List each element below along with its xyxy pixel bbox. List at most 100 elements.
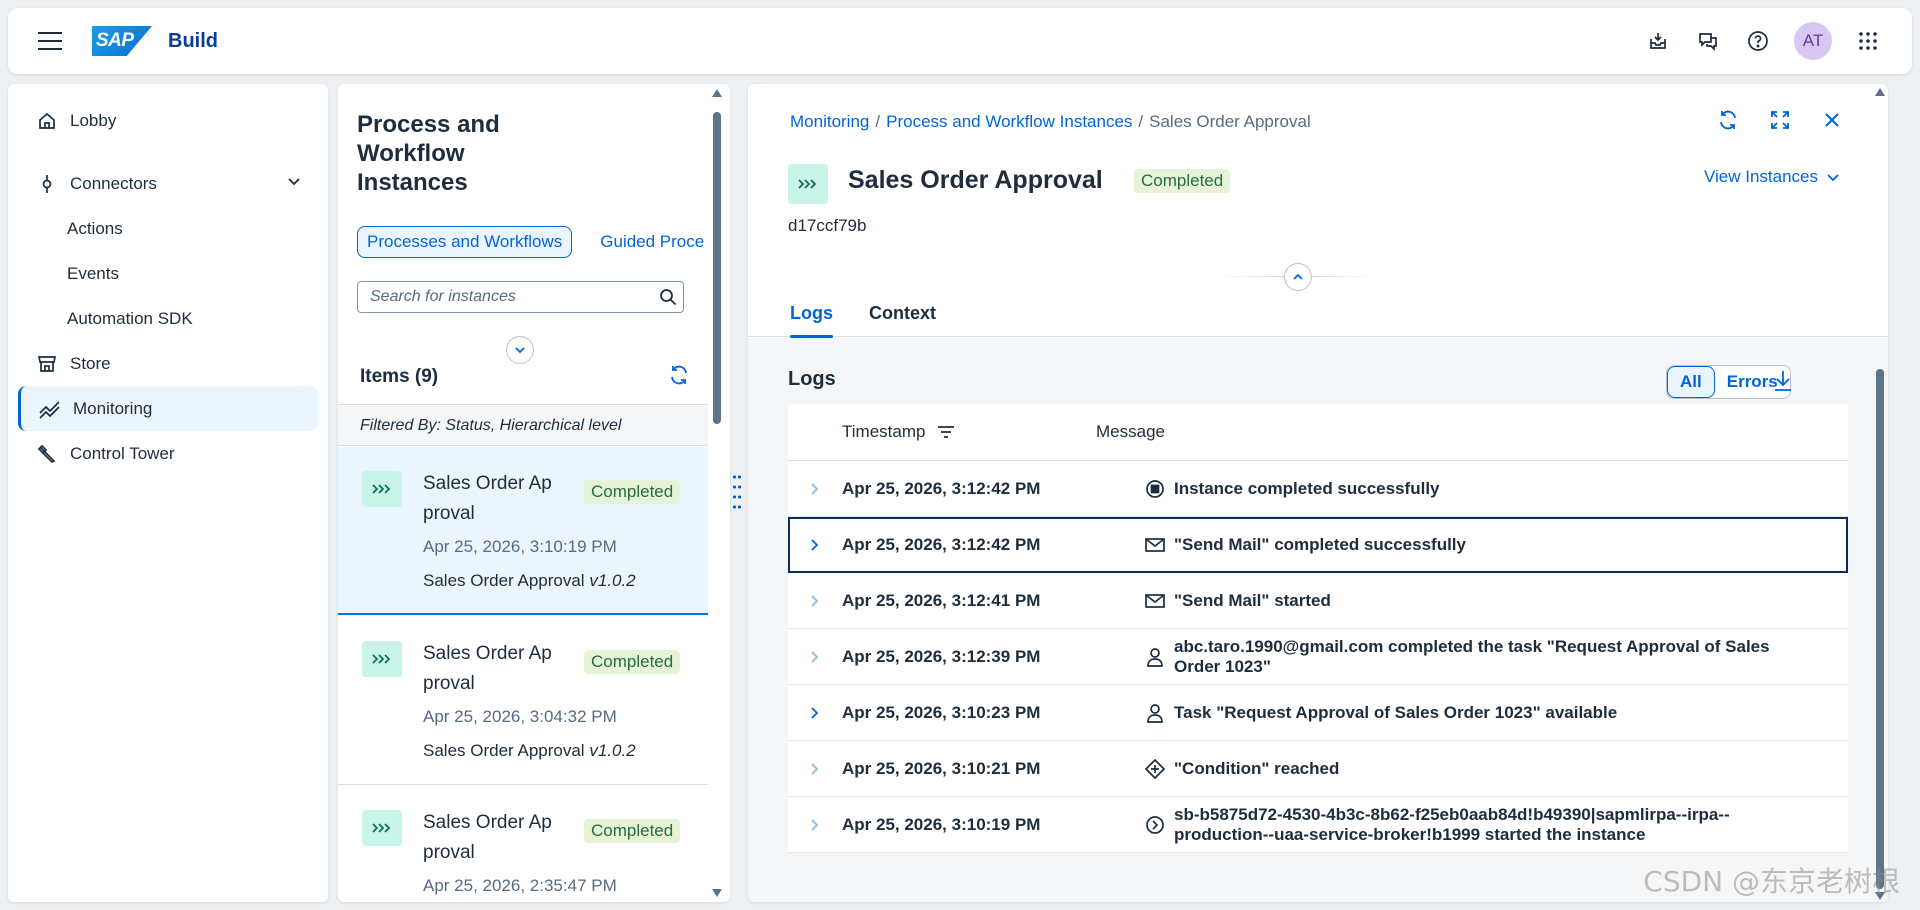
- nav-item-events[interactable]: Events: [67, 263, 119, 283]
- column-timestamp[interactable]: Timestamp: [788, 422, 1096, 442]
- nav-item-monitoring[interactable]: Monitoring: [18, 386, 318, 431]
- table-row[interactable]: Apr 25, 2026, 3:12:42 PM "Send Mail" com…: [788, 517, 1848, 573]
- nav-item-store[interactable]: Store: [8, 341, 328, 386]
- refresh-icon[interactable]: [668, 364, 690, 391]
- log-message: "Condition" reached: [1174, 758, 1340, 778]
- tab-logs[interactable]: Logs: [790, 289, 833, 338]
- view-instances-label: View Instances: [1703, 167, 1818, 186]
- home-icon: [36, 110, 58, 132]
- instance-name: Sales Order Ap proval: [423, 473, 552, 524]
- tab-context[interactable]: Context: [869, 302, 936, 323]
- sort-icon[interactable]: [937, 425, 955, 439]
- breadcrumb-monitoring[interactable]: Monitoring: [790, 112, 870, 131]
- search-field: [357, 281, 684, 313]
- tab-bar: Logs Context: [748, 289, 1888, 338]
- log-filter-toggle: All Errors: [1666, 365, 1791, 399]
- table-row[interactable]: Apr 25, 2026, 3:10:19 PM sb-b5875d72-453…: [788, 797, 1848, 853]
- column-message: Message: [1096, 422, 1165, 441]
- chevron-right-icon[interactable]: [788, 538, 842, 552]
- nav-item-actions[interactable]: Actions: [67, 218, 123, 238]
- sap-logo[interactable]: SAP: [92, 26, 152, 56]
- log-timestamp: Apr 25, 2026, 3:12:41 PM: [842, 590, 1041, 610]
- inbox-icon[interactable]: [1644, 27, 1672, 55]
- log-message: abc.taro.1990@gmail.com completed the ta…: [1174, 636, 1770, 676]
- store-icon: [36, 353, 58, 375]
- nav-item-control-tower[interactable]: Control Tower: [8, 431, 328, 476]
- mail-icon: [1136, 536, 1174, 554]
- chevron-right-icon[interactable]: [788, 482, 842, 496]
- table-row[interactable]: Apr 25, 2026, 3:12:41 PM "Send Mail" sta…: [788, 573, 1848, 629]
- process-icon: [362, 641, 402, 677]
- chevron-right-icon[interactable]: [788, 594, 842, 608]
- instance-date: Apr 25, 2026, 3:10:19 PM: [423, 537, 617, 556]
- instance-date: Apr 25, 2026, 2:35:47 PM: [423, 876, 617, 895]
- status-badge: Completed: [1134, 169, 1231, 193]
- search-icon[interactable]: [653, 288, 683, 306]
- download-icon[interactable]: [1772, 369, 1794, 398]
- nav-item-automation-sdk[interactable]: Automation SDK: [67, 308, 193, 328]
- log-timestamp: Apr 25, 2026, 3:10:21 PM: [842, 758, 1041, 778]
- log-timestamp: Apr 25, 2026, 3:10:19 PM: [842, 814, 1041, 834]
- chevron-down-icon[interactable]: [286, 173, 302, 194]
- process-icon: [788, 164, 828, 204]
- avatar[interactable]: AT: [1794, 22, 1832, 60]
- table-row[interactable]: Apr 25, 2026, 3:12:39 PM abc.taro.1990@g…: [788, 629, 1848, 685]
- product-name[interactable]: Build: [168, 29, 218, 52]
- help-icon[interactable]: [1744, 27, 1772, 55]
- fullscreen-icon[interactable]: [1768, 108, 1792, 132]
- menu-icon[interactable]: [38, 32, 62, 50]
- status-badge: Completed: [584, 480, 681, 504]
- logs-section: Logs All Errors Timestamp Message Apr 25…: [748, 338, 1888, 902]
- pane-resize-handle[interactable]: [732, 475, 742, 509]
- log-timestamp: Apr 25, 2026, 3:12:39 PM: [842, 646, 1041, 666]
- column-label: Timestamp: [842, 422, 926, 441]
- collapse-header-button[interactable]: [506, 336, 534, 364]
- view-instances-button[interactable]: View Instances: [1704, 167, 1840, 187]
- chevron-right-icon[interactable]: [788, 762, 842, 776]
- filter-all-button[interactable]: All: [1667, 366, 1715, 398]
- status-badge: Completed: [584, 819, 681, 843]
- mail-icon: [1136, 592, 1174, 610]
- items-count: Items (9): [360, 366, 439, 387]
- definition-name: Sales Order Approval: [423, 741, 585, 760]
- chevron-right-icon[interactable]: [788, 706, 842, 720]
- chevron-right-icon[interactable]: [788, 818, 842, 832]
- nav-item-lobby[interactable]: Lobby: [8, 98, 328, 143]
- definition-name: Sales Order Approval: [423, 571, 585, 590]
- segment-processes-and-workflows[interactable]: Processes and Workflows: [357, 226, 573, 258]
- list-item[interactable]: Sales Order Ap proval Completed Apr 25, …: [338, 447, 708, 615]
- close-icon[interactable]: [1820, 108, 1844, 132]
- instance-id: d17ccf79b: [788, 216, 867, 235]
- search-input[interactable]: [370, 288, 653, 306]
- collapse-header-button[interactable]: [1284, 263, 1312, 291]
- grid-icon[interactable]: [1854, 27, 1882, 55]
- log-message: sb-b5875d72-4530-4b3c-8b62-f25eb0aab84d!…: [1174, 804, 1730, 844]
- breadcrumb-instances[interactable]: Process and Workflow Instances: [886, 112, 1133, 131]
- nav-item-label: Monitoring: [73, 398, 153, 418]
- instance-title: Sales Order Approval: [848, 166, 1103, 194]
- watermark: CSDN @东京老树根: [1643, 865, 1900, 898]
- table-row[interactable]: Apr 25, 2026, 3:10:23 PM Task "Request A…: [788, 685, 1848, 741]
- refresh-icon[interactable]: [1716, 108, 1740, 132]
- log-message: Instance completed successfully: [1174, 478, 1440, 498]
- chat-icon[interactable]: [1694, 27, 1722, 55]
- nav-item-connectors[interactable]: Connectors: [8, 161, 328, 206]
- log-timestamp: Apr 25, 2026, 3:10:23 PM: [842, 702, 1041, 722]
- filter-errors-button[interactable]: Errors: [1726, 372, 1778, 391]
- list-item[interactable]: Sales Order Ap proval Completed Apr 25, …: [338, 617, 708, 785]
- definition-version: v1.0.2: [589, 741, 636, 760]
- chevron-right-icon[interactable]: [788, 650, 842, 664]
- monitoring-icon: [39, 398, 61, 420]
- side-navigation: Lobby Connectors Actions Events Automati…: [8, 84, 328, 902]
- list-item[interactable]: Sales Order Ap proval Completed Apr 25, …: [338, 786, 708, 902]
- table-row[interactable]: Apr 25, 2026, 3:12:42 PM Instance comple…: [788, 461, 1848, 517]
- table-row[interactable]: Apr 25, 2026, 3:10:21 PM "Condition" rea…: [788, 741, 1848, 797]
- detail-scrollbar[interactable]: [1874, 84, 1886, 902]
- start-icon: [1136, 815, 1174, 835]
- logs-table: Timestamp Message Apr 25, 2026, 3:12:42 …: [788, 404, 1848, 853]
- logs-heading: Logs: [788, 368, 836, 390]
- process-icon: [362, 810, 402, 846]
- list-scrollbar[interactable]: [712, 89, 722, 897]
- segment-guided-processes[interactable]: Guided Proce: [600, 232, 705, 251]
- person-icon: [1136, 647, 1174, 667]
